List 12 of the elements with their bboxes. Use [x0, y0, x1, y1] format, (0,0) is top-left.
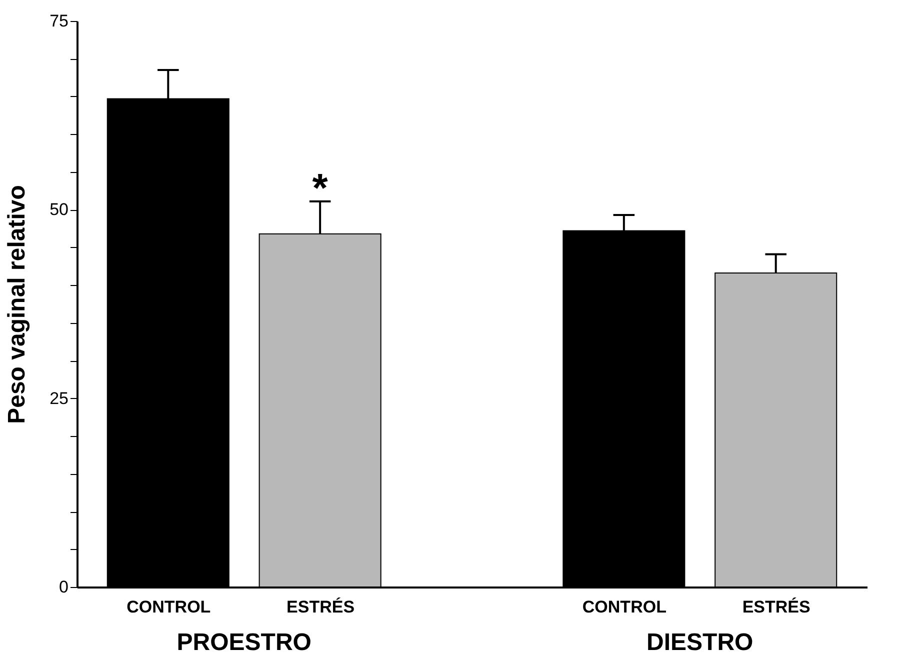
text: DIESTRO — [646, 629, 754, 656]
x-tick-label: ESTRÉS — [742, 596, 810, 616]
y-tick-label: 25 — [50, 388, 68, 408]
y-tick-label: 75 — [50, 12, 68, 30]
x-tick-label: CONTROL — [582, 598, 666, 616]
y-axis-title: Peso vaginal relativo — [4, 185, 31, 424]
x-tick-label: ESTRÉS — [286, 596, 355, 616]
y-tick-label: 50 — [50, 200, 68, 220]
y-tick-label: 0 — [59, 578, 68, 596]
text: PROESTRO — [176, 629, 312, 656]
data-label: * — [312, 166, 328, 210]
x-tick-label: CONTROL — [126, 598, 211, 616]
